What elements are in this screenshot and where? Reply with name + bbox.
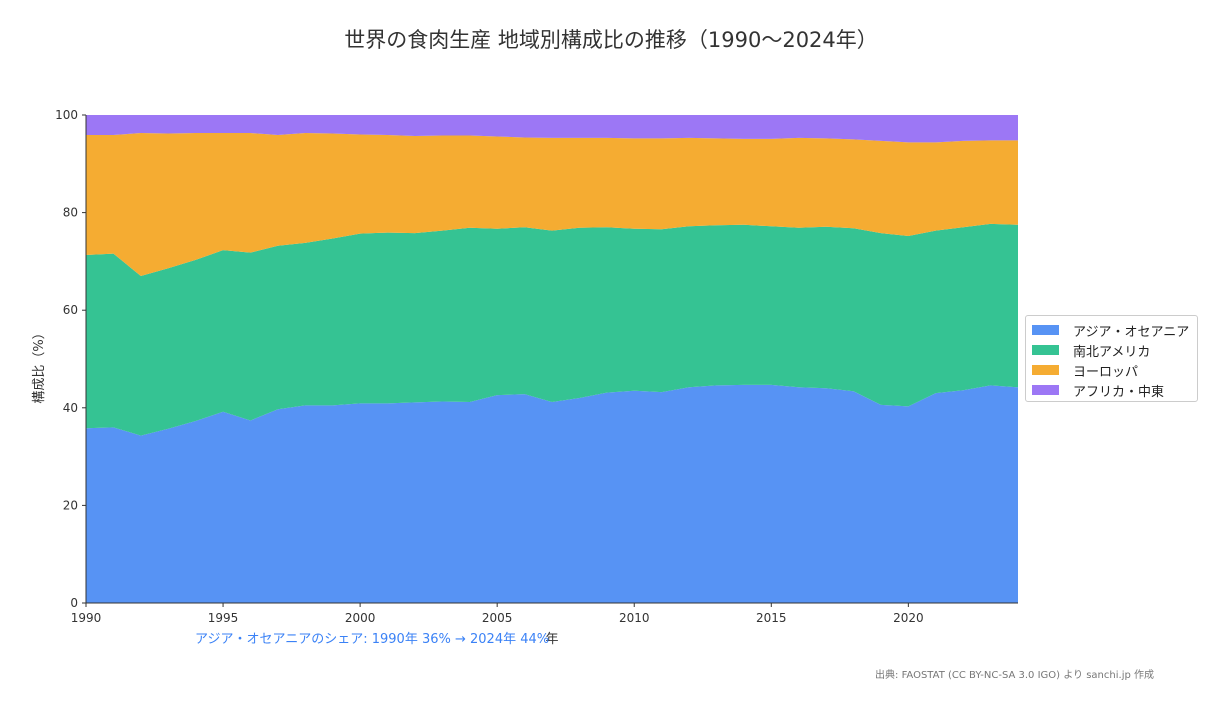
legend-item: アジア・オセアニア xyxy=(1032,320,1197,340)
source-note: 出典: FAOSTAT (CC BY-NC-SA 3.0 IGO) より san… xyxy=(875,668,1154,681)
x-tick-label: 1995 xyxy=(208,611,239,625)
legend-swatch xyxy=(1032,385,1059,395)
x-tick-label: 2015 xyxy=(756,611,787,625)
y-tick-label: 60 xyxy=(63,303,78,317)
y-tick-label: 40 xyxy=(63,401,78,415)
y-tick-label: 80 xyxy=(63,206,78,220)
legend-item: 南北アメリカ xyxy=(1032,340,1197,360)
area-series-1 xyxy=(86,223,1018,436)
legend-label: アフリカ・中東 xyxy=(1073,384,1165,400)
legend-swatch xyxy=(1032,365,1059,375)
legend-item: アフリカ・中東 xyxy=(1032,380,1197,400)
legend-item: ヨーロッパ xyxy=(1032,360,1197,380)
x-tick-label: 2000 xyxy=(345,611,376,625)
legend: アジア・オセアニア 南北アメリカ ヨーロッパ アフリカ・中東 xyxy=(1025,315,1198,402)
legend-swatch xyxy=(1032,345,1059,355)
area-series-0 xyxy=(86,384,1018,603)
y-tick-label: 0 xyxy=(70,596,78,610)
chart-title: 世界の食肉生産 地域別構成比の推移（1990〜2024年） xyxy=(344,28,878,52)
legend-swatch xyxy=(1032,325,1059,335)
area-series-3 xyxy=(86,115,1018,143)
x-tick-label: 2005 xyxy=(482,611,513,625)
y-tick-label: 100 xyxy=(55,108,78,122)
y-axis-label: 構成比（%） xyxy=(32,326,47,403)
legend-label: ヨーロッパ xyxy=(1073,364,1139,380)
x-axis-label: 年 xyxy=(545,632,558,647)
x-tick-label: 1990 xyxy=(71,611,102,625)
axes: 0 20 40 60 80 100 1990 1995 2000 2005 2010 2015 2020 xyxy=(55,108,1018,625)
x-tick-label: 2010 xyxy=(619,611,650,625)
x-tick-label: 2020 xyxy=(893,611,924,625)
area-series-2 xyxy=(86,133,1018,277)
y-tick-label: 20 xyxy=(63,498,78,512)
annotation: アジア・オセアニアのシェア: 1990年 36% → 2024年 44% xyxy=(195,632,549,647)
areas xyxy=(86,115,1018,603)
legend-label: アジア・オセアニア xyxy=(1073,324,1190,340)
legend-label: 南北アメリカ xyxy=(1073,344,1151,360)
